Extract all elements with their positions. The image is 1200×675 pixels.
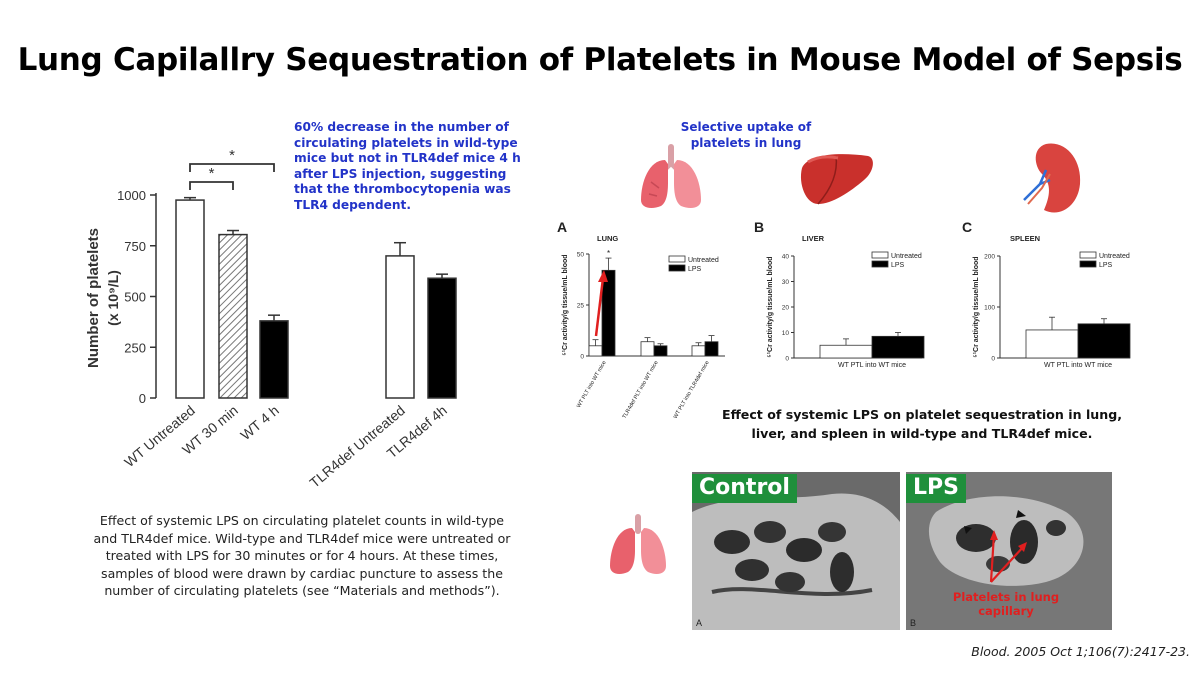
bar <box>691 345 706 357</box>
spleen-icon <box>1023 143 1081 213</box>
panel-title: LIVER <box>802 234 825 243</box>
bar <box>218 233 248 399</box>
bar <box>427 277 457 399</box>
y-tick-label: 25 <box>577 303 585 310</box>
y-axis-label: ⁵¹Cr activity/g tissue/mL blood <box>973 256 980 357</box>
page-title: Lung Capilallry Sequestration of Platele… <box>17 42 1183 78</box>
x-tick-label: WT 4 h <box>237 402 282 443</box>
control-label: Control <box>692 474 797 503</box>
significance-bracket <box>189 181 234 190</box>
significance-star: * <box>607 249 610 258</box>
legend-swatch <box>668 255 686 263</box>
bar <box>640 341 655 357</box>
lungs-icon <box>641 144 701 208</box>
panel-title: SPLEEN <box>1010 234 1040 243</box>
lps-label: LPS <box>906 474 966 503</box>
caption-left: Effect of systemic LPS on circulating pl… <box>93 513 511 598</box>
citation: Blood. 2005 Oct 1;106(7):2417-23. <box>971 644 1190 659</box>
svg-text:A: A <box>696 618 702 628</box>
x-tick-label: WT PTL into WT mice <box>838 362 906 369</box>
x-tick-label: WT PLT into WT mice <box>576 360 608 409</box>
x-tick-label: TLR4def PLT into WT mice <box>622 360 660 418</box>
bar <box>1077 323 1131 359</box>
x-tick-label: WT PTL into WT mice <box>1044 362 1112 369</box>
bar <box>601 269 616 357</box>
bar <box>871 335 925 359</box>
lps-micrograph: B LPS Platelets in lung capillary <box>906 472 1112 630</box>
increase-arrow <box>594 277 605 337</box>
lung-uptake-chart: A LUNG 0 25 50 ⁵¹Cr activity/g tissue/mL bloo… <box>557 219 725 418</box>
legend-label: LPS <box>688 266 702 273</box>
y-axis-unit: (x 10⁹/L) <box>105 270 121 326</box>
y-axis-label: Number of platelets <box>85 228 102 368</box>
legend-swatch <box>1079 260 1097 268</box>
y-axis-label: ⁵¹Cr activity/g tissue/mL blood <box>767 256 774 357</box>
caption-right: Effect of systemic LPS on platelet seque… <box>722 407 1122 441</box>
y-tick-label: 20 <box>782 305 790 312</box>
control-micrograph: A Control <box>692 472 900 630</box>
legend-label: Untreated <box>688 257 719 264</box>
bar <box>1025 329 1079 359</box>
increase-arrowhead <box>598 270 608 282</box>
bar <box>819 344 873 359</box>
y-tick-label: 100 <box>984 305 995 312</box>
y-tick-label: 40 <box>782 254 790 261</box>
y-tick-label: 1000 <box>117 188 146 203</box>
result-note: 60% decrease in the number of circulatin… <box>294 120 521 212</box>
bar <box>588 345 603 357</box>
significance-star: * <box>229 147 235 164</box>
y-tick-label: 0 <box>580 354 584 361</box>
platelet-annotation: Platelets in lung capillary <box>952 590 1060 618</box>
panel-letter: A <box>557 219 567 235</box>
legend-label: LPS <box>891 262 905 269</box>
y-tick-label: 0 <box>991 356 995 363</box>
bar <box>653 345 668 357</box>
legend-label: LPS <box>1099 262 1113 269</box>
liver-uptake-chart: B LIVER 0 10 20 30 40 ⁵¹Cr activity/g tissue/mL… <box>754 219 925 369</box>
svg-text:B: B <box>910 618 916 628</box>
y-tick-label: 0 <box>139 391 146 406</box>
spleen-uptake-chart: C SPLEEN 0 100 200 ⁵¹Cr activity/g tissue/mL … <box>962 219 1131 369</box>
legend-label: Untreated <box>891 253 922 260</box>
liver-icon <box>800 154 873 205</box>
bar <box>259 320 289 399</box>
legend-label: Untreated <box>1099 253 1130 260</box>
bar <box>704 341 719 357</box>
panel-letter: C <box>962 219 972 235</box>
y-tick-label: 750 <box>124 239 146 254</box>
x-tick-label: WT PLT into TLR4def mice <box>673 360 711 418</box>
legend-swatch <box>871 251 889 259</box>
x-tick-label: WT Untreated <box>121 402 198 470</box>
y-tick-label: 50 <box>577 252 585 259</box>
bar <box>385 255 415 399</box>
y-tick-label: 0 <box>785 356 789 363</box>
significance-bracket <box>189 163 275 172</box>
lungs-icon <box>610 514 666 574</box>
legend-swatch <box>1079 251 1097 259</box>
y-tick-label: 10 <box>782 330 790 337</box>
bar <box>175 199 205 399</box>
significance-star: * <box>209 165 215 182</box>
legend-swatch <box>871 260 889 268</box>
uptake-note: Selective uptake of platelets in lung <box>680 120 812 150</box>
panel-title: LUNG <box>597 234 618 243</box>
legend-swatch <box>668 264 686 272</box>
y-tick-label: 200 <box>984 254 995 261</box>
y-axis-label: ⁵¹Cr activity/g tissue/mL blood <box>562 254 569 355</box>
y-tick-label: 500 <box>124 290 146 305</box>
panel-letter: B <box>754 219 764 235</box>
y-tick-label: 250 <box>124 340 146 355</box>
y-tick-label: 30 <box>782 279 790 286</box>
platelet-count-chart: 0 250 500 750 1000 Number of platelets (x 10⁹/… <box>85 147 457 491</box>
